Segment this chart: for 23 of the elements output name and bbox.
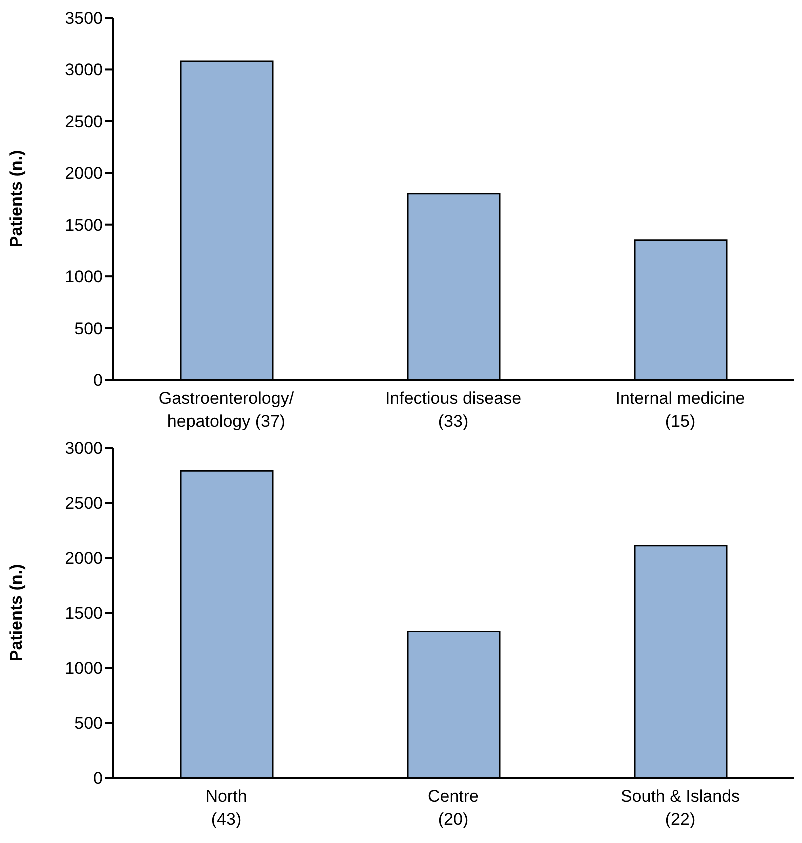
y-tick-label: 500	[74, 319, 103, 338]
y-tick-label: 1000	[65, 659, 103, 678]
y-tick-label: 1000	[65, 268, 103, 287]
y-tick-label: 2500	[65, 112, 103, 132]
x-tick-label: Infectious disease (33)	[385, 389, 522, 431]
y-tick-label: 3000	[65, 60, 103, 80]
x-tick-label: North (43)	[206, 787, 248, 829]
x-tick-label: Centre (20)	[428, 787, 480, 829]
y-axis-title: Patients (n.)	[7, 150, 26, 248]
y-tick-label: 2000	[65, 549, 103, 568]
y-tick-label: 2500	[65, 494, 103, 514]
y-tick-label: 0	[94, 769, 103, 788]
y-tick-label: 3500	[65, 9, 103, 28]
y-tick-label: 0	[94, 371, 103, 390]
x-tick-label: Gastroenterology/ hepatology (37)	[158, 389, 294, 431]
y-tick-label: 500	[74, 714, 103, 734]
y-tick-label: 1500	[65, 216, 103, 235]
y-tick-label: 1500	[65, 604, 103, 624]
y-axis-title: Patients (n.)	[7, 564, 26, 662]
x-tick-label: South & Islands (22)	[620, 787, 740, 829]
x-tick-label: Internal medicine (15)	[616, 389, 746, 431]
y-tick-label: 3000	[65, 439, 103, 458]
y-tick-label: 2000	[65, 164, 103, 184]
